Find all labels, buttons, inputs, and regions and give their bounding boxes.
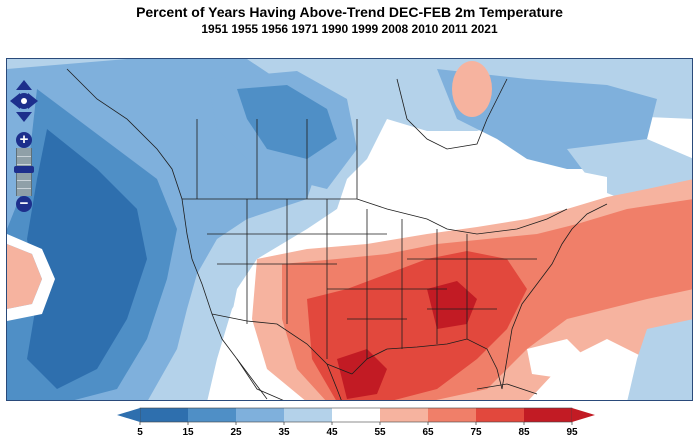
map-navigation: + − [8,78,40,213]
colorbar-segment [332,408,381,422]
region-85-95-southeast [427,281,477,329]
colorbar-segment [476,408,525,422]
colorbar-tick-label: 55 [374,427,386,438]
mexico-coast [236,358,342,400]
region-55-65-hudson-spot [452,61,492,117]
colorbar-ticks: 5 15 25 35 45 55 65 75 85 95 [137,422,578,438]
region-lt5-pacific-core [27,129,147,389]
colorbar-segment [140,408,189,422]
map-viewport[interactable] [6,58,693,401]
colorbar-tick-label: 85 [518,427,530,438]
colorbar-segment [236,408,285,422]
region-55-65-pacific-edge [7,244,42,309]
colorbar-tick-label: 75 [470,427,482,438]
map-subtitle: 1951 1955 1956 1971 1990 1999 2008 2010 … [201,22,498,36]
zoom-slider-handle[interactable] [14,166,34,173]
colorbar-segment [284,408,333,422]
zoom-notch [17,180,31,181]
us-state-lines-west [207,199,387,359]
region-45-55-atlantic-patch [527,339,587,379]
hudson-bay-coast [396,78,508,150]
colorbar-segment [188,408,237,422]
colorbar-segments [139,407,573,423]
colorbar-tick-label: 15 [182,427,194,438]
zoom-in-button[interactable]: + [16,132,32,148]
pan-up-icon[interactable] [16,80,32,90]
us-mexico-border [211,313,353,375]
colorbar-tick-label: 45 [326,427,338,438]
east-coastline [501,203,608,390]
region-15-25-canada-core [237,85,337,159]
colorbar-tick-label: 95 [566,427,578,438]
zoom-slider[interactable] [14,148,34,196]
zoom-notch [17,164,31,165]
us-state-lines-central [327,209,447,359]
colorbar: 5 15 25 35 45 55 65 75 85 95 [117,407,595,438]
pan-down-icon[interactable] [16,112,32,122]
pan-arrows-icon[interactable] [8,78,40,124]
colorbar-tick-label: 65 [422,427,434,438]
region-45-55-pacific-ring [7,234,55,321]
zoom-notch [17,156,31,157]
colorbar-tick-label: 5 [137,427,143,438]
west-coastline [66,68,268,400]
canada-provinces [196,119,358,199]
map-borders [66,68,608,400]
region-85-95-gulf [337,349,387,399]
map-title: Percent of Years Having Above-Trend DEC-… [136,4,563,20]
zoom-notch [17,188,31,189]
colorbar-tick-label: 25 [230,427,242,438]
colorbar-segment [428,408,477,422]
us-canada-border [182,198,568,235]
colorbar-segment [524,408,573,422]
region-15-25-hudson [437,69,657,169]
cuba-outline [476,383,538,395]
temperature-map [7,59,692,400]
colorbar-extend-low [117,408,140,422]
colorbar-tick-label: 35 [278,427,290,438]
colorbar-extend-high [572,408,595,422]
us-state-lines-east [407,229,537,344]
zoom-out-button[interactable]: − [16,196,32,212]
region-35-45-southwest-atlantic [627,319,692,400]
gulf-coastline [351,338,503,390]
colorbar-segment [380,408,429,422]
pan-center-dot-icon [21,98,27,104]
